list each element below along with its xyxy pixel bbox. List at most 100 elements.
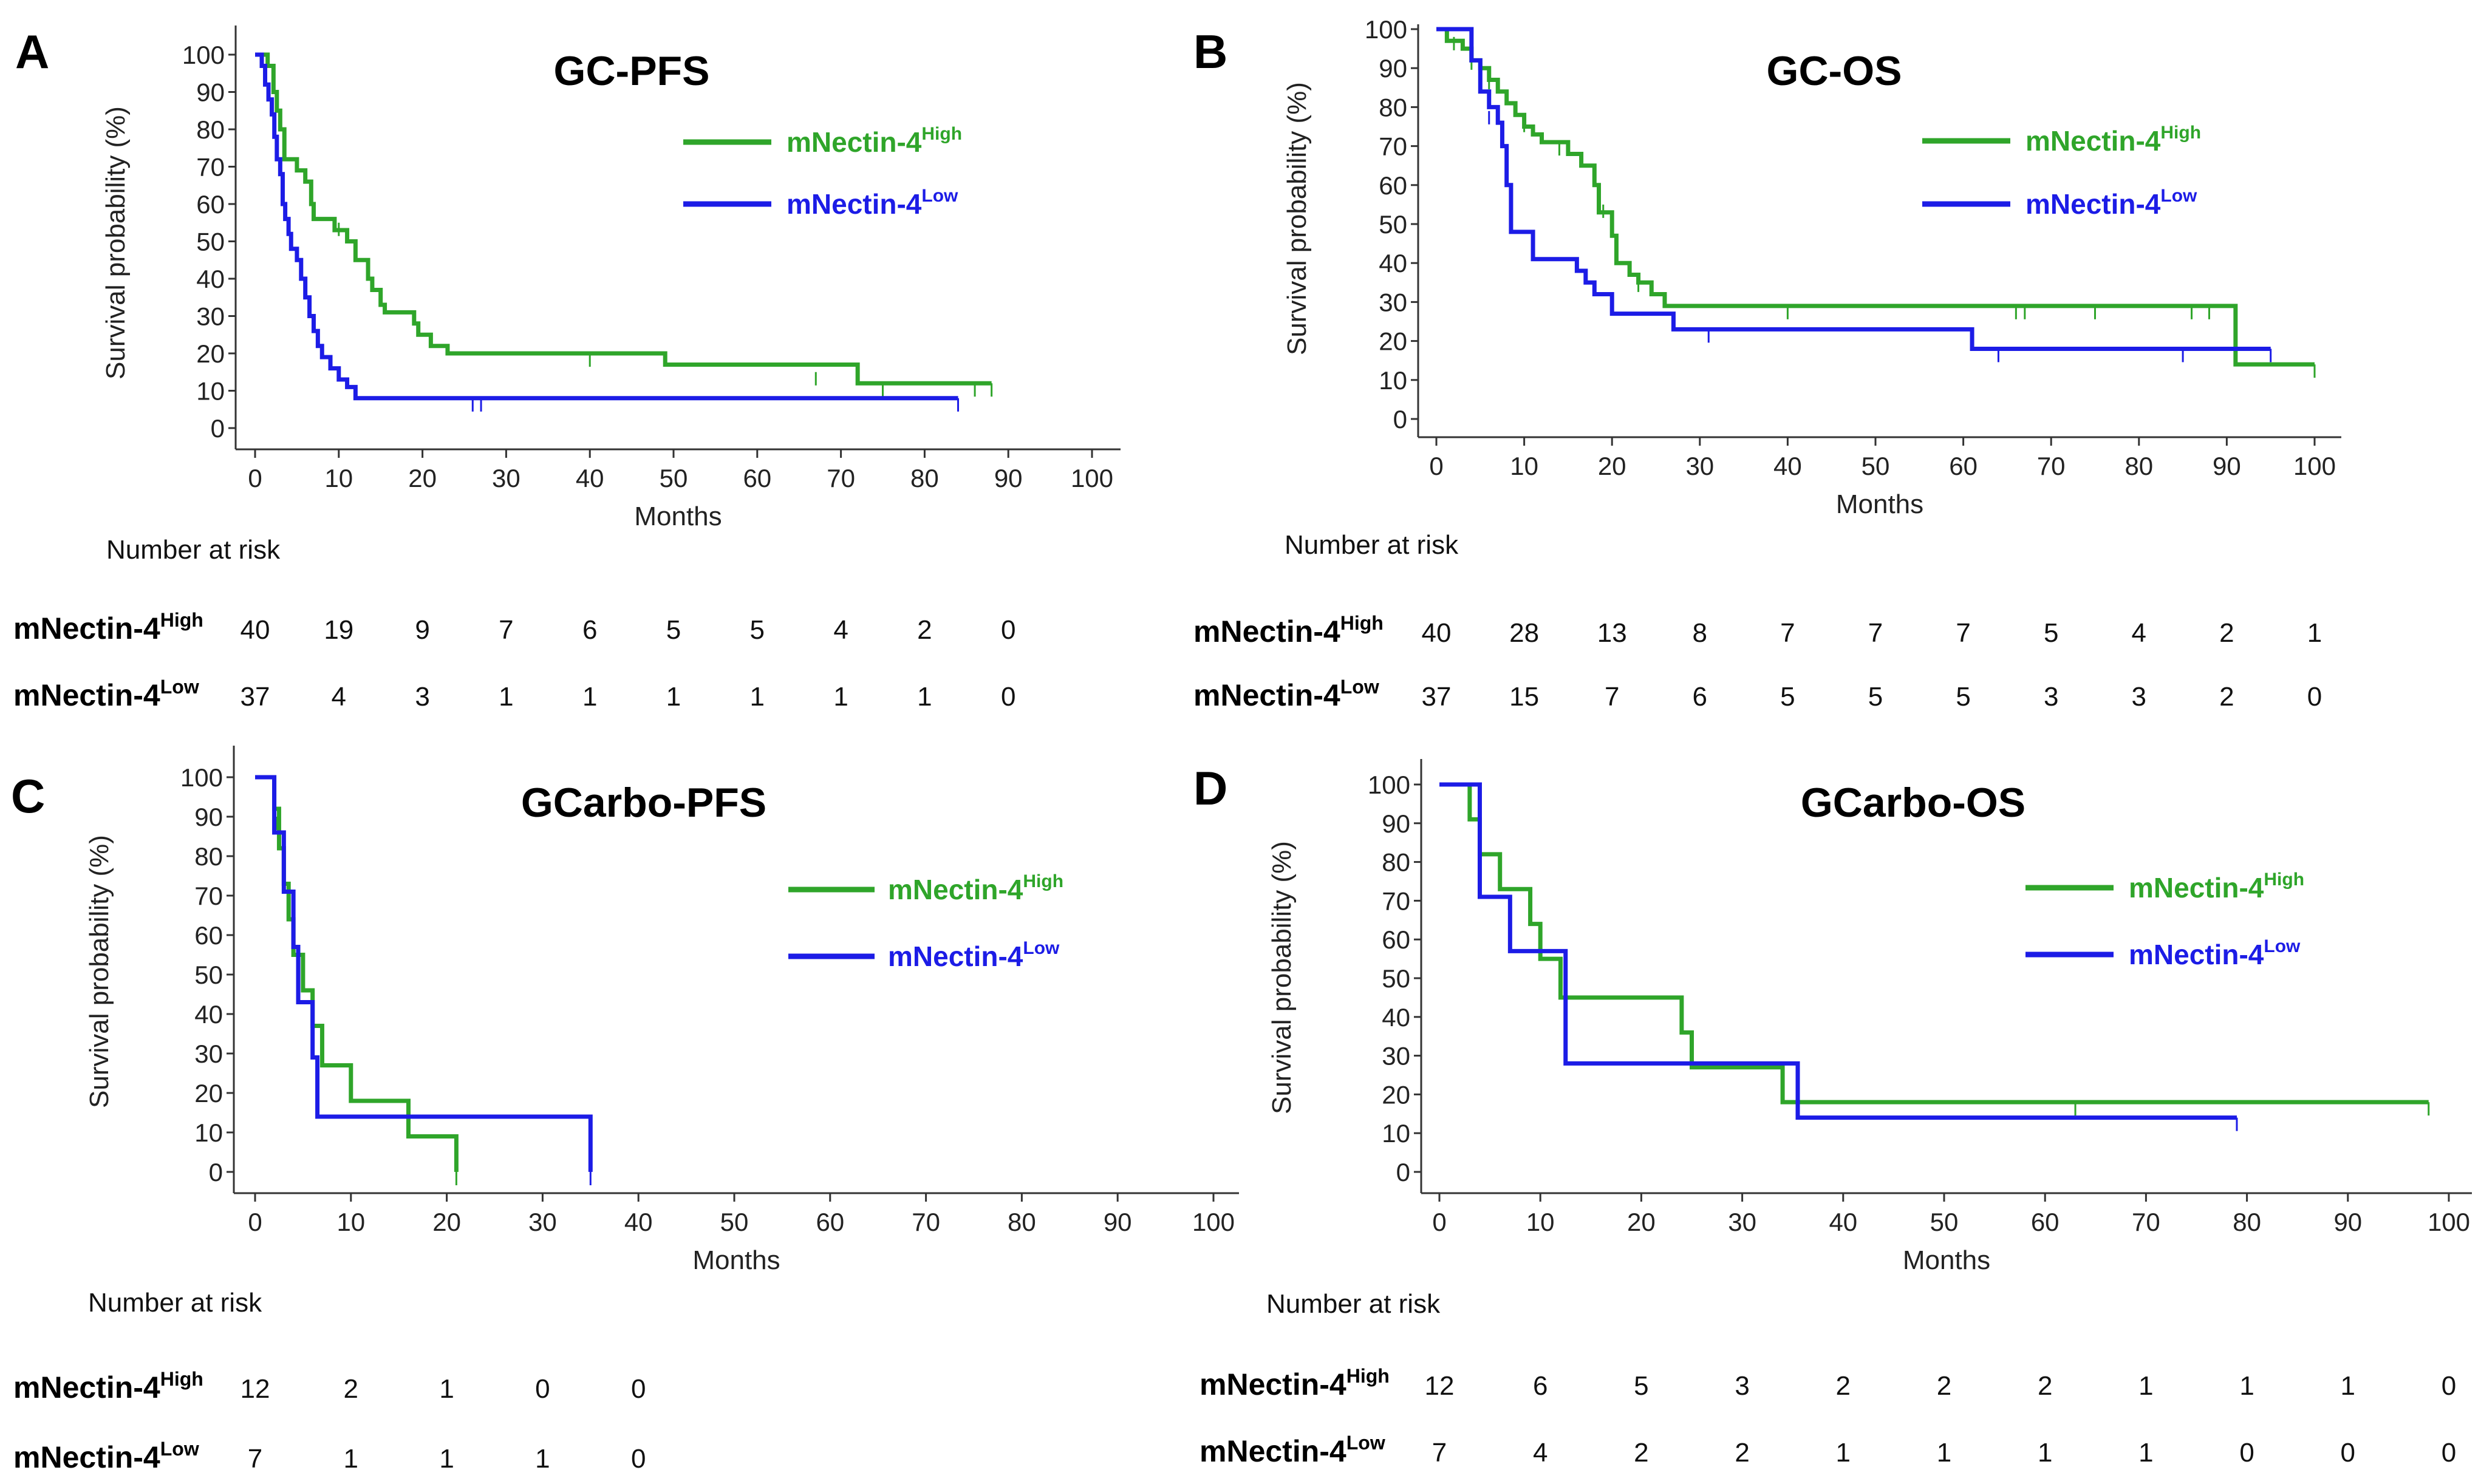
x-tick-label: 40	[576, 464, 604, 492]
risk-count-low: 1	[344, 1444, 358, 1474]
y-tick-label: 30	[196, 302, 225, 331]
risk-table-title: Number at risk	[1285, 530, 1459, 560]
legend: mNectin-4High mNectin-4Low	[1922, 123, 2201, 220]
risk-count-high: 12	[1425, 1371, 1455, 1401]
x-tick-label: 60	[743, 464, 771, 492]
y-tick-label: 90	[1379, 54, 1407, 83]
x-tick-label: 90	[2213, 452, 2241, 480]
risk-count-high: 0	[1001, 615, 1015, 645]
x-tick-label: 80	[910, 464, 939, 492]
x-axis-title: Months	[634, 502, 722, 531]
risk-count-low: 4	[1533, 1438, 1548, 1468]
chart-title: GC-OS	[1767, 48, 1902, 94]
legend: mNectin-4High mNectin-4Low	[683, 124, 962, 220]
risk-count-low: 1	[2138, 1438, 2153, 1468]
y-tick-label: 40	[196, 265, 225, 293]
risk-row-label-low: mNectin-4Low	[13, 676, 199, 712]
risk-count-high: 1	[2138, 1371, 2153, 1401]
risk-count-low: 3	[2132, 682, 2146, 712]
risk-count-high: 2	[344, 1374, 358, 1404]
risk-count-high: 0	[631, 1374, 646, 1404]
y-tick-label: 70	[1379, 132, 1407, 161]
risk-count-low: 6	[1693, 682, 1707, 712]
x-tick-label: 30	[1728, 1208, 1756, 1236]
x-tick-label: 20	[1598, 452, 1626, 480]
risk-count-low: 1	[1836, 1438, 1851, 1468]
risk-count-high: 7	[1780, 618, 1795, 648]
x-tick-label: 70	[912, 1208, 940, 1236]
risk-count-high: 1	[2341, 1371, 2355, 1401]
x-tick-label: 90	[1104, 1208, 1132, 1236]
y-tick-label: 0	[1396, 1158, 1410, 1186]
risk-count-low: 1	[535, 1444, 550, 1474]
risk-row-label-high: mNectin-4High	[13, 609, 203, 645]
x-tick-label: 80	[2233, 1208, 2261, 1236]
x-tick-label: 50	[660, 464, 688, 492]
risk-count-high: 5	[750, 615, 765, 645]
y-tick-label: 50	[196, 228, 225, 256]
risk-count-high: 0	[535, 1374, 550, 1404]
y-tick-label: 50	[194, 961, 223, 989]
x-tick-label: 30	[492, 464, 520, 492]
risk-count-high: 9	[415, 615, 429, 645]
y-tick-label: 50	[1379, 210, 1407, 239]
risk-count-low: 37	[241, 682, 270, 712]
panel-letter: D	[1193, 761, 1227, 815]
legend: mNectin-4High mNectin-4Low	[788, 871, 1063, 972]
km-curve-low	[1439, 782, 2237, 1120]
km-curve-low	[1436, 27, 2271, 351]
x-tick-label: 40	[624, 1208, 653, 1236]
y-tick-label: 10	[1382, 1119, 1410, 1148]
y-tick-label: 90	[196, 78, 225, 107]
risk-count-high: 19	[324, 615, 353, 645]
y-tick-label: 20	[1379, 327, 1407, 356]
x-tick-label: 50	[1930, 1208, 1959, 1236]
y-tick-label: 100	[180, 763, 223, 792]
x-axis-title: Months	[692, 1245, 780, 1275]
legend: mNectin-4High mNectin-4Low	[2025, 870, 2304, 970]
chart-title: GCarbo-PFS	[521, 780, 766, 826]
risk-row-label-high: mNectin-4High	[13, 1368, 203, 1404]
risk-table-title: Number at risk	[1266, 1289, 1441, 1319]
y-tick-label: 0	[1393, 405, 1407, 434]
risk-row-label-low: mNectin-4Low	[1200, 1432, 1385, 1468]
x-tick-label: 70	[2132, 1208, 2160, 1236]
risk-count-high: 4	[2132, 618, 2146, 648]
x-tick-label: 80	[1008, 1208, 1036, 1236]
risk-table: Number at risk mNectin-4High mNectin-4Low 1…	[1200, 1289, 2456, 1468]
y-tick-label: 100	[1365, 15, 1407, 44]
y-tick-label: 90	[194, 803, 223, 831]
x-tick-label: 60	[1949, 452, 1978, 480]
risk-count-low: 0	[631, 1444, 646, 1474]
y-tick-label: 10	[194, 1118, 223, 1147]
risk-count-low: 0	[2341, 1438, 2355, 1468]
y-tick-label: 0	[209, 1158, 223, 1186]
y-tick-label: 40	[194, 1000, 223, 1029]
risk-count-low: 5	[1868, 682, 1883, 712]
x-axis-title: Months	[1836, 489, 1923, 519]
risk-count-low: 5	[1956, 682, 1970, 712]
x-tick-label: 50	[1862, 452, 1890, 480]
risk-table: Number at risk mNectin-4High mNectin-4Low 4…	[13, 535, 1015, 712]
y-tick-label: 100	[1368, 771, 1410, 799]
x-tick-label: 100	[1192, 1208, 1235, 1236]
y-tick-label: 30	[1382, 1042, 1410, 1070]
x-tick-label: 10	[336, 1208, 365, 1236]
y-tick-label: 0	[211, 414, 225, 443]
risk-count-high: 8	[1693, 618, 1707, 648]
panel-letter: B	[1193, 25, 1227, 78]
risk-count-low: 1	[582, 682, 597, 712]
y-tick-label: 60	[194, 921, 223, 950]
y-tick-label: 10	[196, 377, 225, 406]
km-curve-low	[255, 775, 593, 1172]
risk-count-high: 0	[2442, 1371, 2456, 1401]
x-tick-label: 0	[248, 1208, 262, 1236]
y-tick-label: 70	[194, 882, 223, 910]
panel-letter: C	[11, 769, 45, 823]
x-tick-label: 100	[2428, 1208, 2470, 1236]
legend-label-low: mNectin-4Low	[888, 938, 1060, 972]
risk-count-high: 1	[2307, 618, 2322, 648]
risk-table-title: Number at risk	[88, 1288, 262, 1318]
